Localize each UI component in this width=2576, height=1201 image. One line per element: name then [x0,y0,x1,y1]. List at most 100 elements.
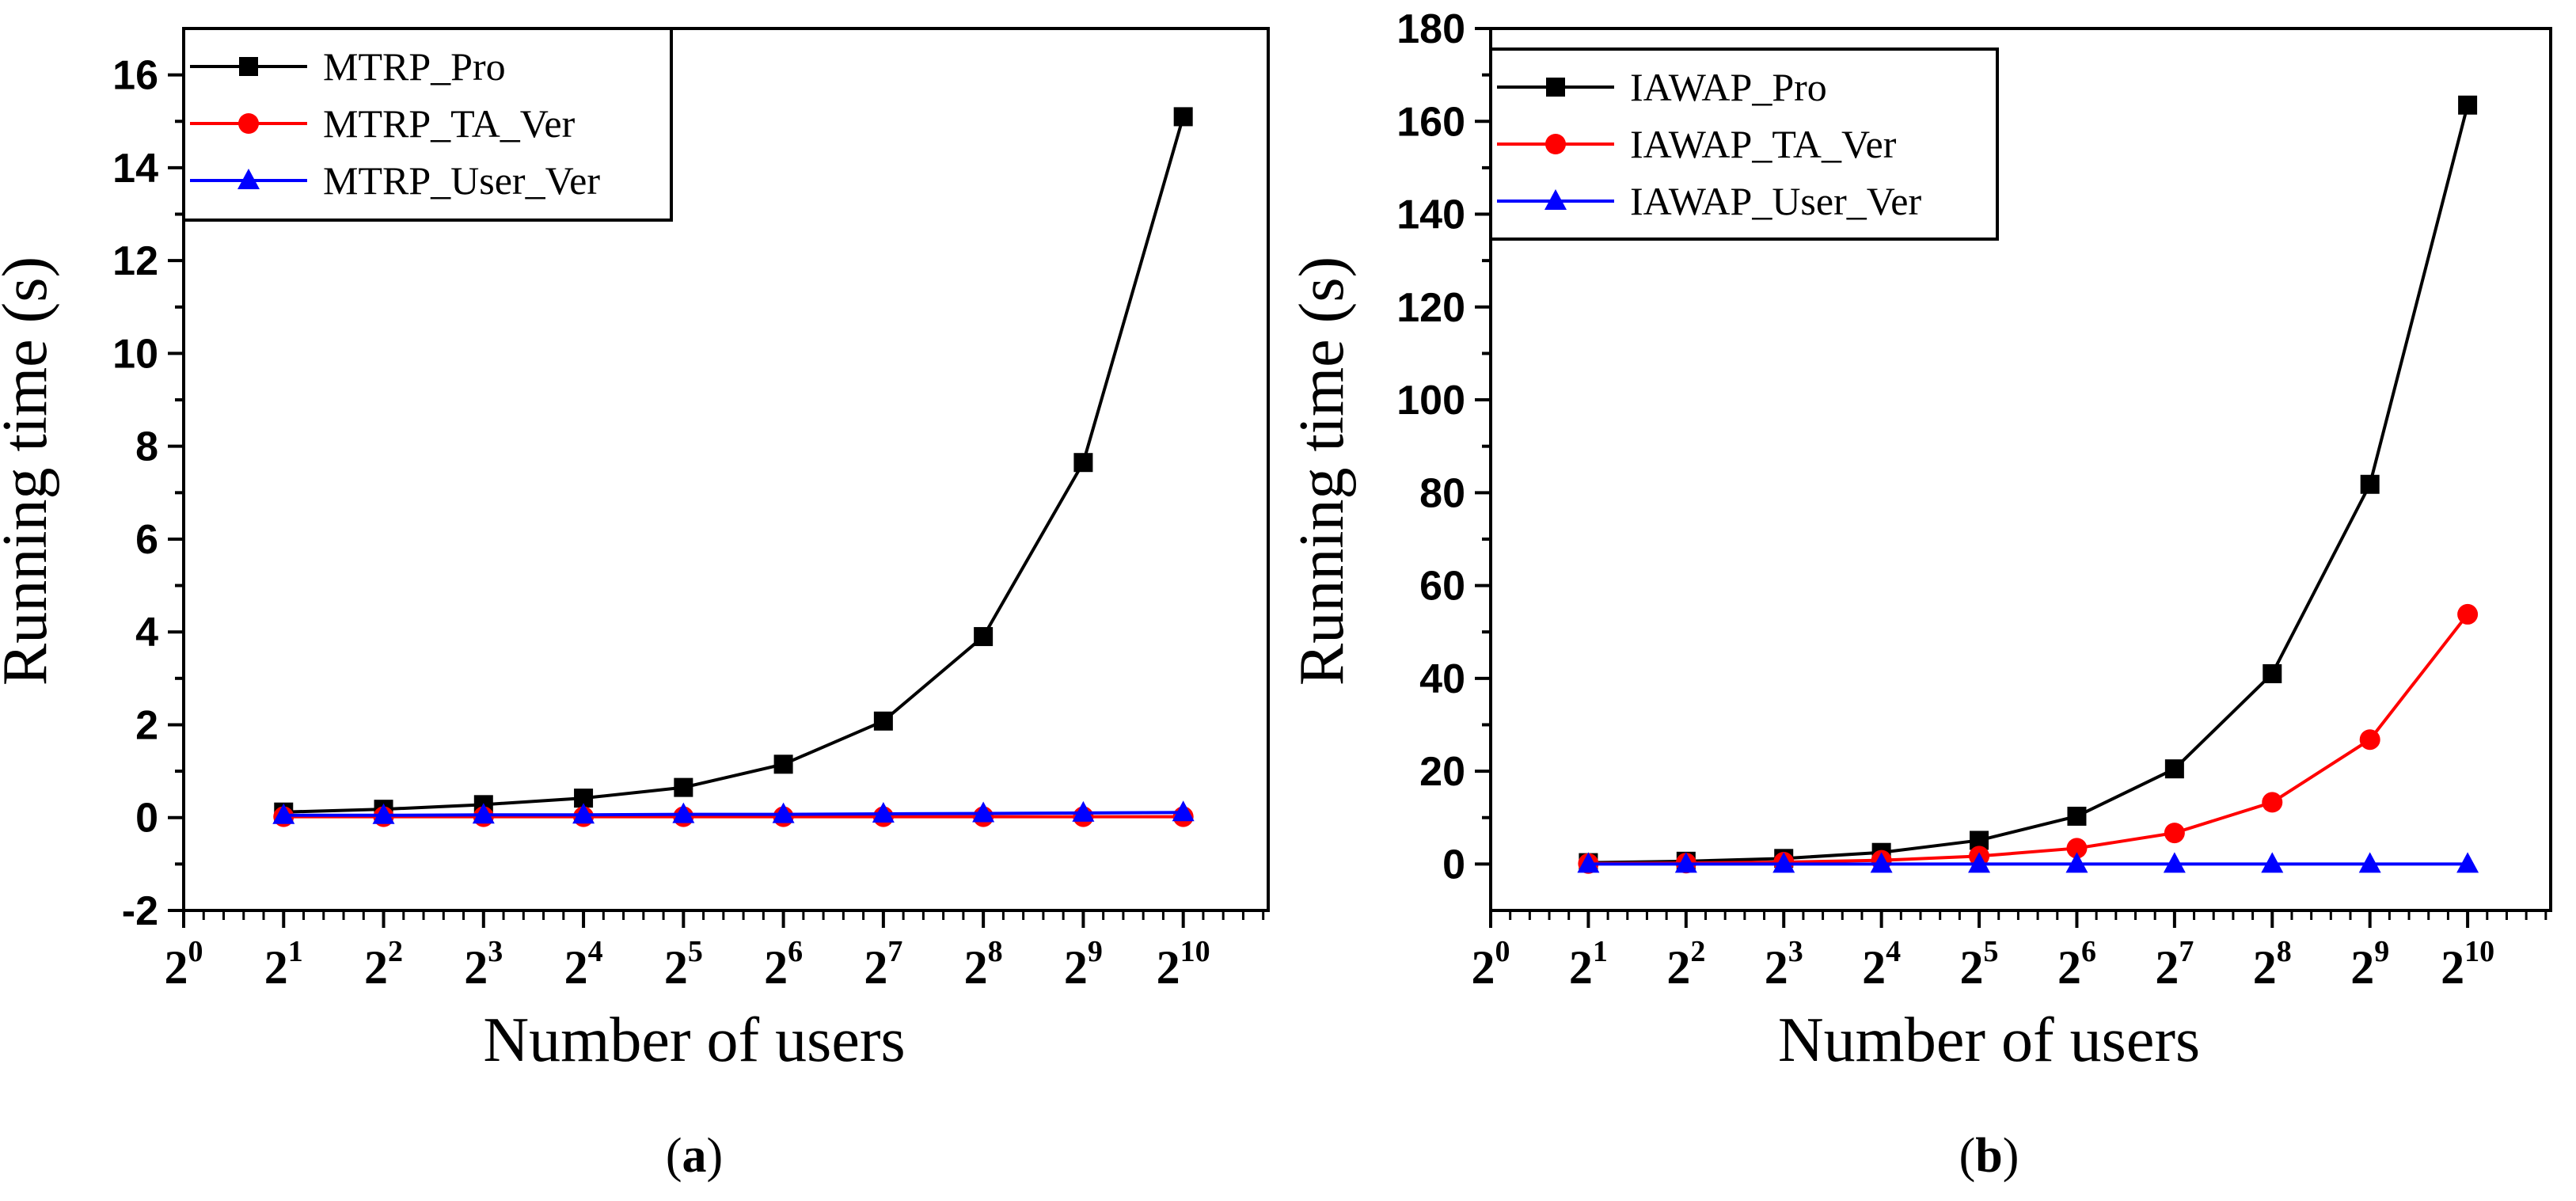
x-tick-label: 27 [864,935,902,994]
x-tick-label: 24 [564,935,603,994]
data-point [2065,852,2088,873]
y-tick-label: -2 [122,888,158,934]
data-point [2458,95,2478,115]
data-point [1072,800,1095,822]
legend-label: MTRP_User_Ver [323,158,600,203]
legend-marker [1544,189,1567,210]
data-point [1172,800,1195,822]
legend-label: MTRP_Pro [323,44,506,89]
x-tick-label: 28 [964,935,1003,994]
data-point [2457,603,2479,625]
legend-marker [239,57,258,76]
y-tick-label: 0 [1442,842,1465,887]
data-point [2262,792,2283,813]
x-tick-label: 210 [2441,935,2494,994]
x-tick-label: 26 [764,935,803,994]
data-point [2164,759,2184,779]
data-point [1577,852,1600,873]
y-tick-label: 60 [1419,564,1465,610]
x-tick-label: 210 [1157,935,1210,994]
y-tick-label: 14 [112,146,158,192]
x-tick-label: 26 [2057,935,2096,994]
y-tick-label: 100 [1396,378,1465,424]
legend-label: IAWAP_User_Ver [1630,179,1921,223]
legend: IAWAP_Pro IAWAP_TA_Ver IAWAP_User_Ver [1489,48,1999,241]
x-axis-label: Number of users [1778,1005,2200,1075]
legend-marker [1545,134,1566,154]
y-tick-label: 20 [1419,749,1465,795]
y-tick-label: 40 [1419,656,1465,702]
data-point [873,711,893,731]
x-tick-label: 23 [464,935,503,994]
legend-label: MTRP_TA_Ver [323,101,576,146]
x-tick-label: 25 [664,935,703,994]
series-line [1588,613,2469,865]
legend-label: IAWAP_TA_Ver [1630,122,1897,166]
data-point [572,803,595,824]
y-tick-label: 12 [112,238,158,284]
plot-frame [1489,27,2552,912]
series-IAWAP_TA_Ver [1578,603,2479,874]
y-tick-label: 10 [112,331,158,377]
y-tick-label: 140 [1396,192,1465,238]
series-line [283,116,1185,814]
y-tick-label: 2 [135,702,158,748]
data-point [2066,838,2088,859]
data-point [272,803,295,824]
panel-caption: (b) [1959,1129,2019,1183]
y-axis-label: Running time (s) [0,257,60,686]
x-tick-label: 20 [1472,935,1510,994]
series-MTRP_User_Ver [272,800,1195,824]
data-point [972,801,995,823]
y-tick-label: 80 [1419,470,1465,516]
data-point [1870,852,1893,873]
series-line [283,811,1184,817]
plot-frame [182,27,1270,912]
x-tick-label: 25 [1960,935,1999,994]
data-point [472,803,495,824]
x-tick-label: 20 [165,935,203,994]
x-tick-label: 22 [1666,935,1705,994]
data-point [2067,806,2087,826]
y-axis-label: Running time (s) [1287,257,1357,686]
legend-marker [237,169,260,189]
y-tick-label: 180 [1396,6,1465,52]
data-point [1173,107,1193,127]
y-tick-label: 6 [135,517,158,563]
x-tick-label: 28 [2253,935,2292,994]
data-point [772,802,795,823]
legend-label: IAWAP_Pro [1630,65,1827,109]
y-tick-label: 4 [135,610,158,656]
data-point [2456,852,2479,873]
data-point [1674,852,1697,873]
series-line [1588,105,2470,865]
data-point [2359,729,2380,751]
x-axis-label: Number of users [483,1005,905,1075]
x-tick-label: 23 [1765,935,1803,994]
y-tick-label: 160 [1396,99,1465,145]
data-point [974,627,994,647]
data-point [872,802,895,823]
data-point [2163,852,2186,873]
legend-marker [1546,78,1565,97]
data-point [372,803,395,824]
data-point [2360,474,2380,494]
data-point [2261,852,2284,873]
y-tick-label: 16 [112,53,158,99]
data-point [1073,453,1093,473]
x-tick-label: 27 [2155,935,2194,994]
chart-panel-b: 0 20 40 60 80 100 120 140 160 180 20 21 22 23 24 25 26 27… [1287,6,2552,1183]
x-tick-label: 29 [1064,935,1103,994]
x-tick-label: 21 [1569,935,1608,994]
data-point [2358,852,2381,873]
y-tick-label: 8 [135,424,158,470]
data-point [674,777,693,797]
series-IAWAP_User_Ver [1577,852,2479,873]
x-tick-label: 29 [2350,935,2389,994]
data-point [2263,663,2282,683]
data-point [672,802,695,823]
y-tick-label: 0 [135,796,158,842]
data-point [773,754,793,774]
